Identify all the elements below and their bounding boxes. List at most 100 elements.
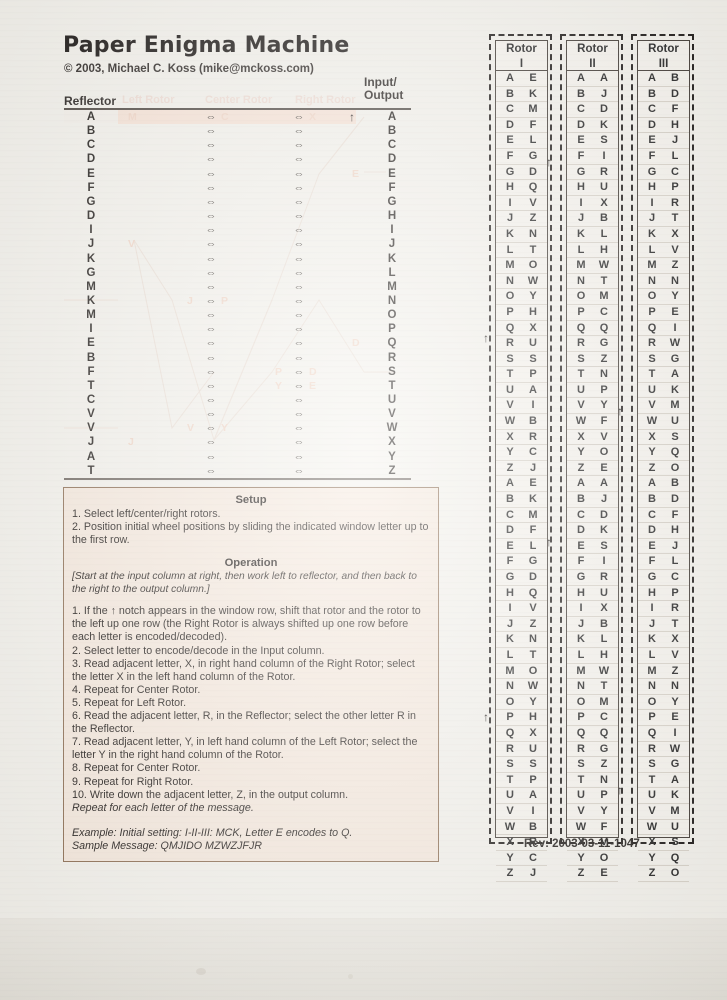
rotor-left-letter[interactable]: K (577, 633, 585, 646)
rotor-left-letter[interactable]: R (577, 337, 585, 350)
rotor-right-letter[interactable]: L (529, 134, 537, 147)
rotor-right-letter[interactable]: Z (529, 212, 537, 225)
diagram-row[interactable]: B ⇔ ⇔ B (64, 124, 411, 138)
rotor-left-letter[interactable]: Q (576, 726, 586, 739)
rotor-strip[interactable]: Rotor II A A B J C D D K E S F I G R H U I X J B K L L H M W N T O M P C Q… (566, 40, 619, 882)
rotor-left-letter[interactable]: H (577, 586, 585, 599)
rotor-right-letter[interactable]: D (529, 571, 537, 583)
rotor-left-letter[interactable]: N (506, 274, 514, 287)
rotor-right-letter[interactable]: H (600, 243, 608, 256)
diagram-row[interactable]: C ⇔ ⇔ C (64, 138, 411, 152)
rotor-left-letter[interactable]: R (506, 742, 514, 755)
diagram-row[interactable]: M ⇔ ⇔ M (64, 280, 411, 294)
reflector-letter[interactable]: F (87, 365, 95, 378)
rotor-right-letter[interactable]: X (600, 196, 608, 209)
rotor-right-letter[interactable]: V (671, 243, 679, 256)
rotor-right-letter[interactable]: J (529, 867, 537, 880)
rotor-left-letter[interactable]: D (506, 524, 514, 537)
rotor-left-letter[interactable]: F (506, 555, 514, 568)
rotor-right-letter[interactable]: F (600, 820, 608, 833)
rotor-right-letter[interactable]: T (671, 212, 679, 225)
rotor-right-letter[interactable]: V (671, 648, 679, 661)
diagram-row[interactable]: K ⇔ ⇔ N (64, 294, 411, 308)
diagram-row[interactable]: D ⇔ ⇔ D (64, 152, 411, 166)
rotor-left-letter[interactable]: R (648, 337, 656, 350)
rotor-right-letter[interactable]: R (600, 571, 608, 583)
rotor-right-letter[interactable]: N (671, 274, 679, 287)
rotor-right-letter[interactable]: R (671, 602, 679, 615)
rotor-card-ii[interactable]: Rotor II A A B J C D D K E S F I G R H U I X J B K L L H M W N T O M P C Q… (560, 34, 623, 882)
rotor-left-letter[interactable]: U (648, 789, 656, 802)
reflector-letter[interactable]: A (86, 111, 96, 123)
rotor-right-letter[interactable]: B (671, 72, 679, 84)
rotor-right-letter[interactable]: S (600, 539, 608, 552)
rotor-right-letter[interactable]: H (671, 118, 679, 131)
rotor-right-letter[interactable]: U (529, 337, 537, 350)
input-output-letter[interactable]: B (387, 125, 397, 138)
rotor-left-letter[interactable]: B (577, 87, 585, 100)
rotor-left-letter[interactable]: H (648, 181, 656, 194)
rotor-strip[interactable]: Rotor I A E B K C M D F E L F G G D H Q I V J Z K N L T M O N W O Y P H Q X… (495, 40, 548, 882)
rotor-right-letter[interactable]: Y (529, 290, 537, 303)
rotor-left-letter[interactable]: X (506, 836, 514, 849)
rotor-right-letter[interactable]: P (600, 383, 608, 396)
input-output-letter[interactable]: L (388, 266, 396, 279)
rotor-right-letter[interactable]: Z (671, 259, 679, 272)
rotor-left-letter[interactable]: S (648, 758, 656, 771)
rotor-left-letter[interactable]: W (575, 820, 587, 833)
rotor-left-letter[interactable]: U (506, 383, 514, 396)
rotor-left-letter[interactable]: O (576, 695, 586, 708)
rotor-left-letter[interactable]: G (576, 165, 586, 178)
rotor-right-letter[interactable]: L (671, 555, 679, 568)
rotor-right-letter[interactable]: E (529, 477, 537, 490)
rotor-left-letter[interactable]: U (648, 383, 656, 396)
rotor-right-letter[interactable]: L (671, 149, 679, 162)
rotor-left-letter[interactable]: K (648, 633, 656, 646)
reflector-letter[interactable]: J (87, 238, 95, 251)
rotor-left-letter[interactable]: O (576, 290, 586, 303)
rotor-left-letter[interactable]: T (506, 773, 514, 786)
rotor-right-letter[interactable]: H (600, 648, 608, 661)
rotor-left-letter[interactable]: C (506, 508, 514, 521)
rotor-left-letter[interactable]: D (506, 118, 514, 131)
rotor-right-letter[interactable]: I (531, 399, 535, 412)
rotor-left-letter[interactable]: E (648, 539, 656, 552)
rotor-right-letter[interactable]: U (600, 586, 608, 599)
rotor-left-letter[interactable]: A (577, 72, 585, 84)
rotor-right-letter[interactable]: E (671, 711, 679, 724)
rotor-left-letter[interactable]: Z (506, 461, 514, 474)
rotor-right-letter[interactable]: N (529, 227, 537, 240)
rotor-right-letter[interactable]: Z (600, 352, 608, 365)
